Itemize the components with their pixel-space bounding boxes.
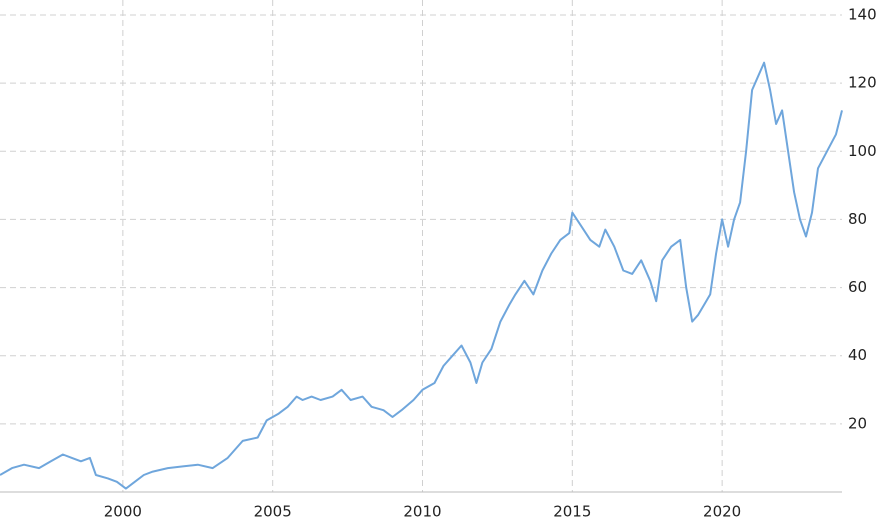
y-tick-label: 140 bbox=[848, 6, 877, 24]
x-tick-label: 2000 bbox=[104, 503, 142, 521]
x-tick-label: 2015 bbox=[553, 503, 591, 521]
x-tick-label: 2010 bbox=[403, 503, 441, 521]
x-tick-label: 2005 bbox=[254, 503, 292, 521]
y-tick-label: 120 bbox=[848, 74, 877, 92]
y-tick-label: 20 bbox=[848, 414, 867, 432]
price-line bbox=[0, 61, 843, 490]
y-tick-label: 40 bbox=[848, 346, 867, 364]
y-tick-label: 80 bbox=[848, 210, 867, 228]
x-tick-label: 2020 bbox=[703, 503, 741, 521]
y-tick-label: 100 bbox=[848, 142, 877, 160]
y-tick-label: 60 bbox=[848, 278, 867, 296]
